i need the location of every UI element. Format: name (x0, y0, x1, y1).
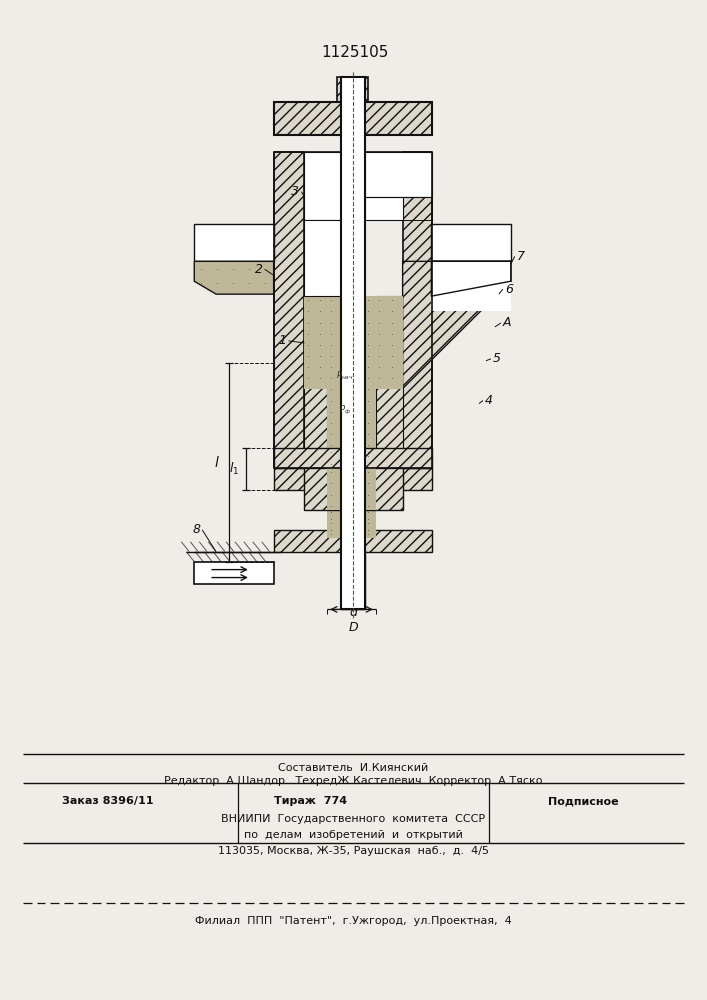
Polygon shape (341, 468, 365, 510)
Text: $P_{нач}$: $P_{нач}$ (337, 369, 354, 382)
Polygon shape (365, 296, 376, 538)
Polygon shape (365, 468, 376, 510)
Text: 1: 1 (279, 334, 286, 347)
Text: 5: 5 (493, 352, 501, 365)
Text: Филиал  ППП  "Патент",  г.Ужгород,  ул.Проектная,  4: Филиал ППП "Патент", г.Ужгород, ул.Проек… (194, 916, 511, 926)
Text: Тираж  774: Тираж 774 (274, 796, 347, 806)
Text: A: A (503, 316, 511, 329)
Polygon shape (431, 261, 510, 296)
Text: $l$: $l$ (214, 455, 220, 470)
Text: Заказ 8396/11: Заказ 8396/11 (62, 796, 154, 806)
Text: Составитель  И.Киянский: Составитель И.Киянский (278, 763, 428, 773)
Text: ВНИИПИ  Государственного  комитета  СССР: ВНИИПИ Государственного комитета СССР (221, 814, 485, 824)
Text: 1125105: 1125105 (321, 45, 389, 60)
Polygon shape (327, 468, 341, 510)
Polygon shape (365, 152, 402, 220)
Polygon shape (376, 296, 402, 389)
Polygon shape (194, 261, 274, 294)
Text: Подписное: Подписное (548, 796, 619, 806)
Text: 4: 4 (485, 394, 493, 407)
Text: $l_1$: $l_1$ (229, 461, 239, 477)
Polygon shape (341, 77, 365, 609)
Polygon shape (274, 530, 433, 552)
Polygon shape (431, 261, 510, 311)
Polygon shape (327, 448, 376, 538)
Polygon shape (337, 77, 368, 102)
Polygon shape (376, 296, 402, 468)
Text: 113035, Москва, Ж-35, Раушская  наб.,  д.  4/5: 113035, Москва, Ж-35, Раушская наб., д. … (218, 846, 489, 856)
Polygon shape (305, 468, 402, 510)
Polygon shape (431, 224, 510, 261)
Text: D: D (348, 621, 358, 634)
Polygon shape (274, 468, 433, 490)
Polygon shape (305, 152, 341, 220)
Polygon shape (194, 224, 274, 261)
Polygon shape (402, 152, 433, 468)
Text: 6: 6 (505, 283, 513, 296)
Text: Редактор  А.Шандор   ТехредЖ.Кастелевич  Корректор  А.Тяско: Редактор А.Шандор ТехредЖ.Кастелевич Кор… (164, 776, 542, 786)
Polygon shape (274, 448, 433, 468)
Polygon shape (305, 220, 341, 296)
Text: 8: 8 (192, 523, 200, 536)
Text: 3: 3 (291, 185, 300, 198)
Text: $P_ф$: $P_ф$ (339, 404, 351, 417)
Polygon shape (305, 296, 327, 468)
Polygon shape (274, 102, 433, 135)
Text: 7: 7 (517, 250, 525, 263)
Text: d: d (349, 606, 357, 619)
Polygon shape (194, 562, 274, 584)
Polygon shape (327, 296, 341, 538)
Polygon shape (341, 550, 365, 609)
Polygon shape (431, 261, 510, 294)
Polygon shape (305, 296, 327, 389)
Text: 2: 2 (255, 263, 263, 276)
Polygon shape (365, 152, 433, 197)
Polygon shape (274, 152, 305, 468)
Polygon shape (402, 261, 510, 389)
Text: по  делам  изобретений  и  открытий: по делам изобретений и открытий (244, 830, 462, 840)
